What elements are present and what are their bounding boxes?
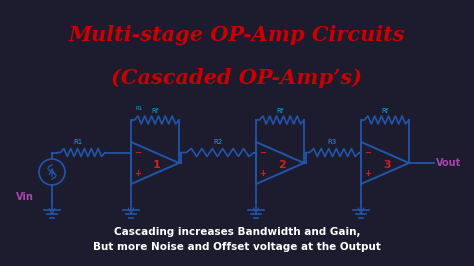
Text: R2: R2 <box>213 139 222 146</box>
Text: But more Noise and Offset voltage at the Output: But more Noise and Offset voltage at the… <box>93 242 381 252</box>
Text: +: + <box>365 169 372 178</box>
Text: R3: R3 <box>328 139 337 146</box>
Text: Vin: Vin <box>16 192 34 202</box>
Text: +: + <box>135 169 142 178</box>
Text: R1: R1 <box>136 106 143 111</box>
Text: Rf: Rf <box>151 108 159 114</box>
Text: Cascading increases Bandwidth and Gain,: Cascading increases Bandwidth and Gain, <box>114 227 360 237</box>
Text: Rf: Rf <box>382 108 389 114</box>
Text: Rf: Rf <box>276 108 283 114</box>
Text: +: + <box>259 169 266 178</box>
Text: 2: 2 <box>278 160 286 170</box>
Text: 1: 1 <box>153 160 161 170</box>
Text: 3: 3 <box>383 160 391 170</box>
Text: (Cascaded OP-Amp’s): (Cascaded OP-Amp’s) <box>111 68 363 88</box>
Text: −: − <box>365 148 372 157</box>
Text: R1: R1 <box>74 139 83 146</box>
Text: −: − <box>259 148 266 157</box>
Text: −: − <box>135 148 142 157</box>
Text: Multi-stage OP-Amp Circuits: Multi-stage OP-Amp Circuits <box>69 25 405 45</box>
Text: Vout: Vout <box>436 158 461 168</box>
